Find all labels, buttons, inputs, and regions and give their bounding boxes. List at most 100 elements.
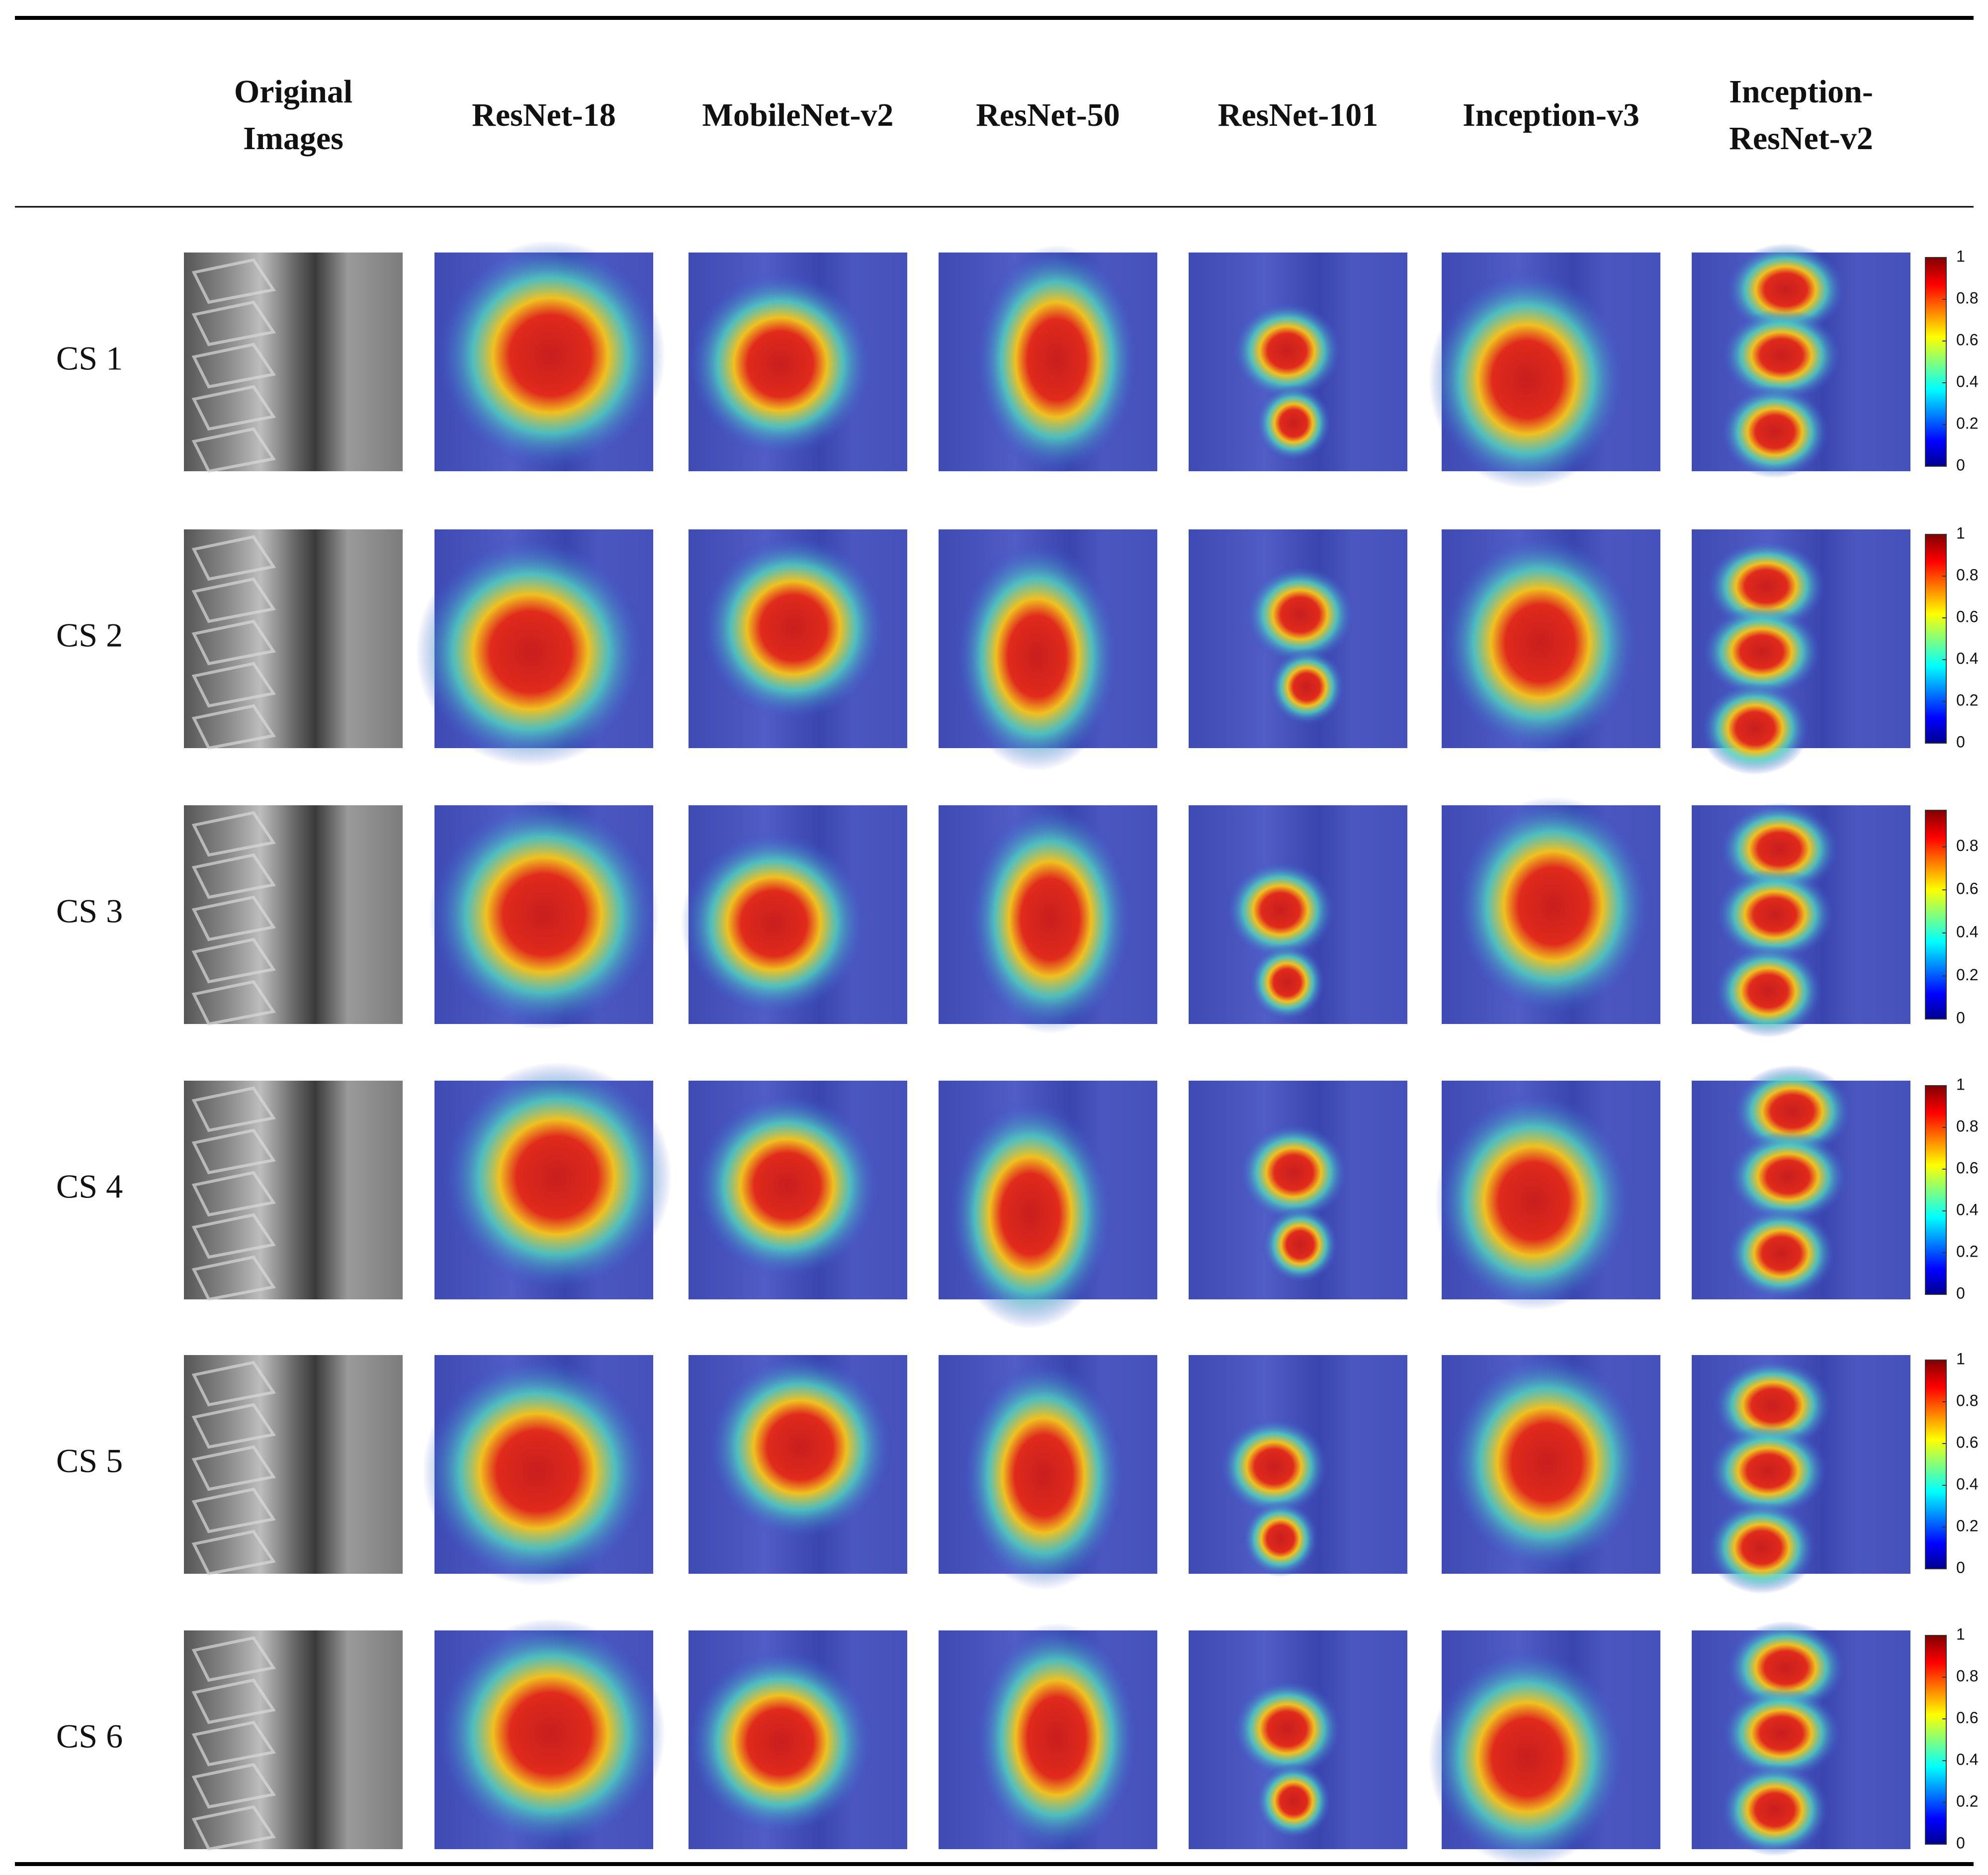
activation-blob (681, 830, 867, 1017)
activation-blob (1245, 565, 1355, 664)
colorbar-tick-label: 0.2 (1956, 691, 1978, 709)
colorbar (1925, 1635, 1947, 1845)
colorbar-tick-label: 0.6 (1956, 1708, 1978, 1726)
heatmap (434, 240, 666, 471)
vertebra-outline (191, 1361, 276, 1407)
heatmap (1435, 1081, 1660, 1310)
heatmap (434, 1618, 666, 1849)
heatmap (939, 804, 1157, 1034)
activation-blob (1225, 861, 1335, 960)
heatmap (939, 1081, 1157, 1329)
activation-blob (955, 541, 1119, 771)
colorbar-tick-label: 0.4 (1956, 1475, 1978, 1493)
activation-blob (422, 1356, 652, 1586)
activation-blob (1448, 1353, 1645, 1572)
heatmap (681, 805, 907, 1024)
vertebra-outline (191, 619, 276, 666)
original-image (184, 1355, 403, 1574)
colorbar-tick-label: 1 (1956, 1075, 1965, 1093)
vertebra-outline (191, 535, 276, 581)
vertebra-outline (191, 1636, 276, 1682)
colorbar-tick-label: 0.6 (1956, 607, 1978, 625)
activation-blob (1728, 1130, 1848, 1224)
colorbar-tick-label: 0.2 (1956, 1517, 1978, 1534)
colorbar-tick-label: 0.4 (1956, 923, 1978, 940)
activation-blob (1715, 868, 1835, 961)
vertebra-outline (191, 1128, 276, 1175)
vertebra-outline (191, 342, 276, 389)
original-image (184, 529, 403, 748)
activation-blob (700, 535, 887, 721)
activation-blob (1255, 1763, 1332, 1840)
heatmap (416, 529, 653, 767)
activation-blob (1708, 1424, 1828, 1518)
heatmap (1189, 1081, 1407, 1299)
column-header: Inception-ResNet-v2 (1729, 74, 1873, 157)
colorbar-tick-label: 0.8 (1956, 1117, 1978, 1135)
colorbar-tick-label: 0.6 (1956, 1159, 1978, 1177)
activation-blob (694, 1093, 880, 1279)
column-header: Original Images (234, 74, 353, 157)
column-header: ResNet-50 (976, 97, 1120, 133)
activation-blob (968, 804, 1132, 1034)
vertebra-outline (191, 1720, 276, 1767)
row-label: CS 2 (56, 616, 123, 654)
vertebra-outline (191, 938, 276, 984)
activation-blob (1720, 385, 1830, 479)
vertebra-outline (191, 1171, 276, 1217)
colorbar (1925, 1360, 1947, 1569)
heatmap (1692, 243, 1910, 479)
vertebra-outline (191, 1678, 276, 1724)
heatmap (1189, 1355, 1407, 1577)
heatmap (1692, 529, 1910, 775)
heatmap (939, 1355, 1157, 1590)
colorbar-tick-label: 0.6 (1956, 1433, 1978, 1451)
activation-blob (429, 800, 659, 1029)
activation-blob (1262, 1206, 1339, 1283)
heatmap (1428, 1630, 1660, 1867)
heatmap (1189, 253, 1407, 471)
activation-blob (416, 537, 646, 767)
colorbar-tick-label: 0.2 (1956, 1792, 1978, 1810)
activation-blob (435, 240, 666, 470)
activation-blob (974, 1622, 1139, 1853)
colorbar (1925, 1085, 1947, 1295)
heatmap (1189, 1630, 1407, 1849)
heatmap (1442, 796, 1660, 1024)
colorbar-tick-label: 0.6 (1956, 880, 1978, 898)
colorbar-tick-label: 0.8 (1956, 1667, 1978, 1685)
activation-blob (1719, 802, 1839, 896)
colorbar-tick-label: 0.8 (1956, 1391, 1978, 1409)
activation-blob (1239, 1123, 1349, 1222)
colorbar (1925, 534, 1947, 744)
heatmap (1189, 805, 1407, 1024)
colorbar-tick-label: 0 (1956, 456, 1965, 474)
activation-blob (707, 1354, 893, 1540)
activation-blob (687, 271, 873, 457)
activation-blob (1455, 796, 1652, 1016)
heatmap (687, 253, 907, 471)
activation-blob (1727, 1207, 1836, 1300)
vertebra-outline (191, 662, 276, 708)
heatmap (1428, 253, 1660, 489)
colorbar-tick-label: 0.2 (1956, 1242, 1978, 1260)
vertebra-outline (191, 258, 276, 304)
colorbar-tick-label: 0.8 (1956, 837, 1978, 854)
row-label: CS 1 (56, 340, 123, 377)
vertebra-outline (191, 385, 276, 431)
row-label: CS 5 (56, 1442, 123, 1480)
activation-blob (435, 1618, 666, 1848)
activation-blob (1732, 1065, 1853, 1158)
column-header: Inception-v3 (1463, 97, 1640, 133)
vertebra-outline (191, 300, 276, 346)
vertebra-outline (191, 1086, 276, 1132)
heatmap (939, 529, 1157, 771)
colorbar-tick-label: 0 (1956, 1558, 1965, 1576)
activation-blob (1720, 1763, 1830, 1857)
activation-blob (1219, 1417, 1329, 1516)
activation-blob (1726, 1621, 1846, 1714)
original-image (184, 805, 403, 1024)
vertebra-outline (191, 1445, 276, 1491)
vertebra-outline (191, 577, 276, 623)
